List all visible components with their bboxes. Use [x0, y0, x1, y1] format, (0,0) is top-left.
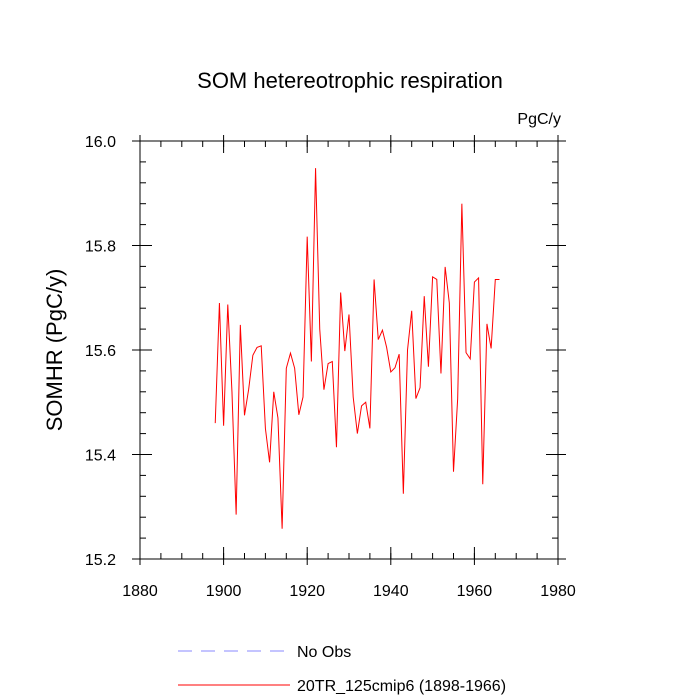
y-tick-label: 15.2 [85, 552, 116, 569]
legend: No Obs 20TR_125cmip6 (1898-1966) [178, 644, 506, 695]
units-label: PgC/y [517, 111, 561, 128]
series-line-20tr [214, 168, 500, 529]
y-tick-label: 15.6 [85, 343, 116, 360]
axis-ticks [132, 135, 566, 565]
x-tick-label: 1900 [206, 583, 242, 600]
x-tick-label: 1920 [289, 583, 325, 600]
plot-frame [139, 140, 559, 560]
y-axis-label: SOMHR (PgC/y) [42, 269, 67, 432]
y-tick-label: 15.8 [85, 239, 116, 256]
series-layer [214, 168, 500, 529]
chart-title: SOM hetereotrophic respiration [197, 68, 503, 93]
x-tick-label: 1880 [122, 583, 158, 600]
y-tick-label: 15.4 [85, 448, 116, 465]
x-tick-label: 1960 [457, 583, 493, 600]
tick-labels: 1880 1900 1920 1940 1960 1980 15.2 15.4 15.6 15.8… [85, 134, 576, 600]
legend-label-20tr: 20TR_125cmip6 (1898-1966) [297, 678, 506, 695]
legend-label-no-obs: No Obs [297, 644, 351, 661]
x-tick-label: 1940 [373, 583, 409, 600]
y-tick-label: 16.0 [85, 134, 116, 151]
x-tick-label: 1980 [540, 583, 576, 600]
